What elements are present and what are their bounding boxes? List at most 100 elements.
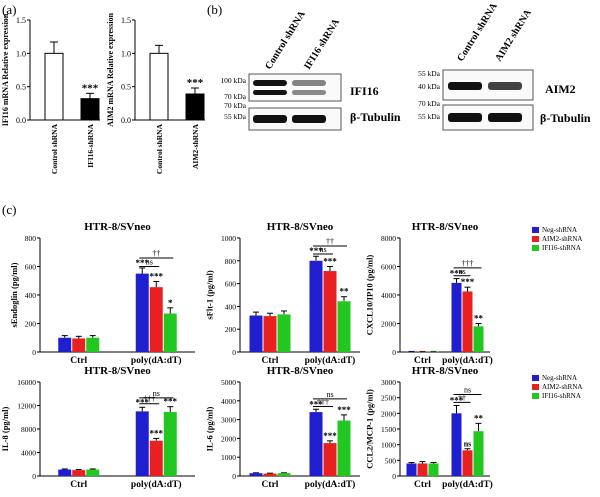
y-tick-label: 1.5 xyxy=(16,16,26,25)
bar xyxy=(451,413,462,476)
aim2-western-blot: Control shRNA AIM2 shRNA 55 kDa 40 kDa 7… xyxy=(418,0,591,131)
y-tick-label: 1000 xyxy=(221,234,236,243)
significance-marker: *** xyxy=(309,246,323,256)
y-tick-label: 2000 xyxy=(221,434,236,443)
comparison-label: ns xyxy=(146,258,153,267)
significance-marker: *** xyxy=(337,405,351,415)
x-tick-label: Control shRNA xyxy=(50,123,59,174)
significance-marker: *** xyxy=(150,271,164,281)
y-tick-label: 0 xyxy=(32,472,36,481)
bar xyxy=(185,93,205,121)
blot-membrane xyxy=(248,73,342,102)
y-tick-label: 0 xyxy=(392,348,396,357)
significance-marker: *** xyxy=(82,82,99,94)
x-tick-label: AIM2-shRNA xyxy=(191,123,200,169)
panel-label-c: (c) xyxy=(2,202,16,217)
panel-label-a: (a) xyxy=(2,2,16,17)
bar xyxy=(80,98,100,121)
legend-swatch xyxy=(532,393,539,399)
il8-chart: HTR-8/SVneo 0 4000 8000 12000 16000 IL-8 (pg/m… xyxy=(0,365,195,490)
y-tick-label: 400 xyxy=(25,291,37,300)
significance-marker: *** xyxy=(136,397,150,407)
comparison-label: ns xyxy=(319,245,326,254)
y-tick-label: 800 xyxy=(25,234,37,243)
comparison-label: ns xyxy=(464,386,471,395)
bar xyxy=(309,412,323,476)
legend-swatch xyxy=(532,236,539,242)
blot-marker: 55 kDa xyxy=(224,112,247,121)
significance-marker: *** xyxy=(309,399,323,409)
legend-label: IFI16-shRNA xyxy=(542,392,581,400)
significance-marker: *** xyxy=(136,258,150,268)
y-tick-label: 1000 xyxy=(381,441,396,450)
significance-marker: * xyxy=(168,298,173,308)
y-axis-label: IFI16 mRNA Relative expression xyxy=(1,13,10,126)
x-tick-label: Ctrl xyxy=(414,356,431,366)
bar xyxy=(451,282,462,352)
significance-marker: *** xyxy=(187,77,204,89)
loading-control-band xyxy=(488,113,522,122)
comparison-label: †† xyxy=(152,249,160,258)
bar xyxy=(135,411,149,476)
y-tick-label: 2500 xyxy=(381,394,396,403)
y-tick-label: 800 xyxy=(225,257,237,266)
significance-marker: ** xyxy=(340,287,350,297)
legend-swatch xyxy=(532,375,539,381)
x-tick-label: Ctrl xyxy=(414,480,431,490)
legend-swatch xyxy=(532,227,539,233)
y-tick-label: 6000 xyxy=(381,263,396,272)
y-tick-label: 1500 xyxy=(381,425,396,434)
blot-lane-label: AIM2 shRNA xyxy=(493,7,534,64)
y-tick-label: 0 xyxy=(392,472,396,481)
y-tick-label: 16000 xyxy=(17,378,36,387)
loading-control-band xyxy=(292,115,326,123)
bar xyxy=(277,473,291,476)
blot-marker: 100 kDa xyxy=(220,76,246,85)
il6-chart: HTR-8/SVneo 0 1000 2000 3000 4000 5000 IL-6 (pg… xyxy=(204,365,360,490)
significance-marker: *** xyxy=(450,396,464,406)
y-tick-label: 2000 xyxy=(381,320,396,329)
y-axis-label: sFlt-1 (pg/ml) xyxy=(204,270,214,320)
comparison-label: ns xyxy=(153,389,160,398)
blot-marker: 55 kDa xyxy=(418,112,441,121)
bar xyxy=(337,420,351,476)
protein-band xyxy=(253,90,287,95)
blot-protein-label: β-Tubulin xyxy=(540,111,591,125)
bar xyxy=(163,313,177,352)
protein-band xyxy=(253,80,287,86)
comparison-label: ††† xyxy=(317,397,329,406)
bar xyxy=(473,431,484,476)
bar xyxy=(462,450,473,476)
x-tick-label: Control shRNA xyxy=(155,123,164,174)
blot-marker: 55 kDa xyxy=(418,69,441,78)
bar xyxy=(86,469,100,476)
y-axis-label: IL-8 (pg/ml) xyxy=(0,407,10,452)
bar xyxy=(323,271,337,352)
y-tick-label: 8000 xyxy=(381,234,396,243)
blot-marker: 70 kDa xyxy=(418,99,441,108)
y-tick-label: 1.0 xyxy=(121,49,131,58)
loading-control-band xyxy=(253,115,287,123)
y-axis-label: sEndoglin (pg/ml) xyxy=(9,262,19,327)
chart-title: HTR-8/SVneo xyxy=(84,365,151,377)
bar xyxy=(406,463,417,476)
x-tick-label: poly(dA:dT) xyxy=(442,479,493,490)
protein-band xyxy=(292,80,326,86)
panel-label-b: (b) xyxy=(207,2,222,17)
bar xyxy=(149,287,163,352)
y-axis-label: AIM2 mRNA Relative expression xyxy=(106,13,115,127)
bar xyxy=(149,52,169,121)
x-tick-label: Ctrl xyxy=(262,480,279,490)
sflt1-chart: HTR-8/SVneo 0 200 400 600 800 1000 sFlt-1 (pg/m… xyxy=(204,221,360,366)
blot-marker: 40 kDa xyxy=(418,82,441,91)
bar xyxy=(86,337,100,352)
bar xyxy=(473,326,484,352)
comparison-label: ††† xyxy=(462,259,474,268)
significance-marker: ns xyxy=(464,440,472,449)
blot-lane-label: Control shRNA xyxy=(263,8,308,71)
x-tick-label: Ctrl xyxy=(70,356,87,366)
bar xyxy=(323,443,337,476)
y-tick-label: 0.5 xyxy=(16,83,26,92)
x-tick-label: poly(dA:dT) xyxy=(131,355,182,366)
